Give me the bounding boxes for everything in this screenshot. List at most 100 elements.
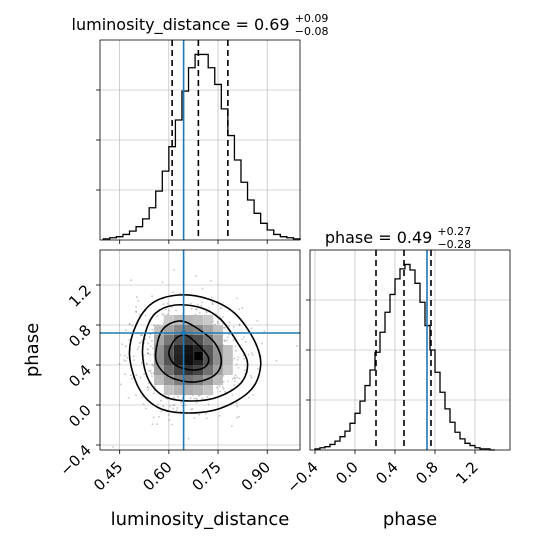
- joint-xtick-label-1: 0.60: [139, 458, 175, 494]
- scatter-point: [233, 376, 236, 379]
- scatter-point: [149, 345, 152, 348]
- density-cell: [173, 315, 184, 325]
- scatter-point: [126, 356, 129, 359]
- scatter-point: [250, 327, 253, 329]
- density-cell: [213, 345, 223, 355]
- scatter-point: [236, 405, 239, 408]
- phase-marginal-axis-label: phase: [383, 509, 437, 530]
- phase-title: phase = 0.49 +0.27 −0.28: [325, 225, 471, 251]
- density-cell: [223, 365, 233, 375]
- scatter-point: [217, 322, 219, 325]
- luminosity-distance-upper-error: +0.09: [295, 12, 329, 25]
- scatter-point: [143, 373, 146, 376]
- phase-title-text: phase: [325, 228, 373, 247]
- density-cell: [163, 335, 174, 345]
- scatter-point: [138, 313, 141, 316]
- scatter-point: [140, 334, 143, 337]
- scatter-point: [139, 334, 142, 336]
- joint-xtick-label-0: 0.45: [90, 458, 126, 494]
- joint-ytick-label-2: 0.4: [65, 361, 95, 391]
- density-cell: [213, 335, 223, 345]
- scatter-point: [128, 323, 131, 326]
- scatter-point: [263, 330, 266, 332]
- scatter-point: [179, 292, 182, 295]
- scatter-point: [222, 387, 225, 390]
- scatter-point: [144, 338, 147, 341]
- scatter-point: [198, 394, 200, 397]
- density-cell: [213, 375, 223, 385]
- scatter-point: [172, 404, 175, 406]
- scatter-point: [151, 423, 154, 425]
- density-cell: [183, 315, 194, 325]
- joint-xtick-label-2: 0.75: [189, 458, 225, 494]
- scatter-point: [147, 348, 150, 351]
- scatter-point: [211, 296, 213, 299]
- scatter-point: [247, 353, 250, 356]
- luminosity-distance-title-text: luminosity_distance: [72, 15, 231, 35]
- scatter-point: [164, 308, 167, 311]
- density-cell: [163, 355, 174, 365]
- scatter-point: [218, 415, 221, 417]
- scatter-point: [234, 349, 237, 352]
- scatter-point: [205, 311, 208, 314]
- scatter-point: [222, 326, 225, 329]
- scatter-point: [156, 315, 158, 317]
- density-cell: [203, 385, 214, 395]
- joint-ytick-label-3: 0.8: [65, 321, 95, 351]
- scatter-point: [112, 446, 114, 448]
- scatter-point: [233, 380, 236, 383]
- scatter-point: [222, 315, 225, 318]
- luminosity-distance-lower-error: −0.08: [295, 25, 329, 38]
- scatter-point: [251, 354, 254, 356]
- scatter-point: [191, 408, 194, 410]
- scatter-point: [227, 380, 229, 383]
- scatter-point: [148, 336, 151, 339]
- luminosity-distance-histogram: [102, 53, 301, 240]
- density-cell: [163, 385, 174, 395]
- scatter-point: [257, 368, 259, 370]
- luminosity-distance-title-equals: =: [230, 15, 254, 34]
- scatter-point: [173, 404, 176, 407]
- scatter-point: [124, 345, 127, 348]
- scatter-point: [152, 372, 155, 374]
- scatter-point: [256, 320, 259, 322]
- scatter-point: [180, 402, 183, 404]
- scatter-point: [156, 423, 158, 425]
- scatter-point: [177, 395, 179, 398]
- scatter-point: [189, 302, 192, 305]
- density-cell: [154, 335, 164, 345]
- scatter-point: [138, 346, 140, 348]
- scatter-point: [157, 403, 159, 406]
- scatter-point: [241, 338, 243, 341]
- density-cell: [163, 325, 174, 335]
- scatter-point: [205, 417, 208, 420]
- scatter-point: [227, 336, 229, 339]
- scatter-point: [196, 303, 199, 306]
- scatter-point: [235, 402, 238, 405]
- scatter-point: [231, 394, 234, 396]
- scatter-point: [148, 370, 150, 373]
- density-cell: [173, 345, 184, 355]
- density-cell: [203, 335, 214, 345]
- scatter-point: [140, 362, 143, 364]
- scatter-point: [261, 342, 263, 345]
- phase-histogram: [314, 263, 495, 451]
- scatter-point: [145, 363, 148, 365]
- scatter-point: [243, 369, 246, 372]
- scatter-point: [147, 352, 149, 355]
- density-cell: [183, 375, 194, 385]
- scatter-point: [234, 374, 237, 377]
- scatter-point: [153, 385, 156, 388]
- density-cell: [193, 345, 204, 355]
- joint-ytick-label-4: 1.2: [65, 281, 95, 311]
- scatter-point: [152, 364, 155, 367]
- scatter-point: [121, 343, 123, 346]
- density-cell: [173, 325, 184, 335]
- scatter-point: [201, 397, 204, 400]
- scatter-point: [233, 357, 236, 360]
- phase-xtick-label-4: 1.2: [452, 458, 482, 488]
- scatter-point: [195, 397, 198, 400]
- scatter-point: [147, 388, 149, 391]
- scatter-point: [196, 398, 198, 401]
